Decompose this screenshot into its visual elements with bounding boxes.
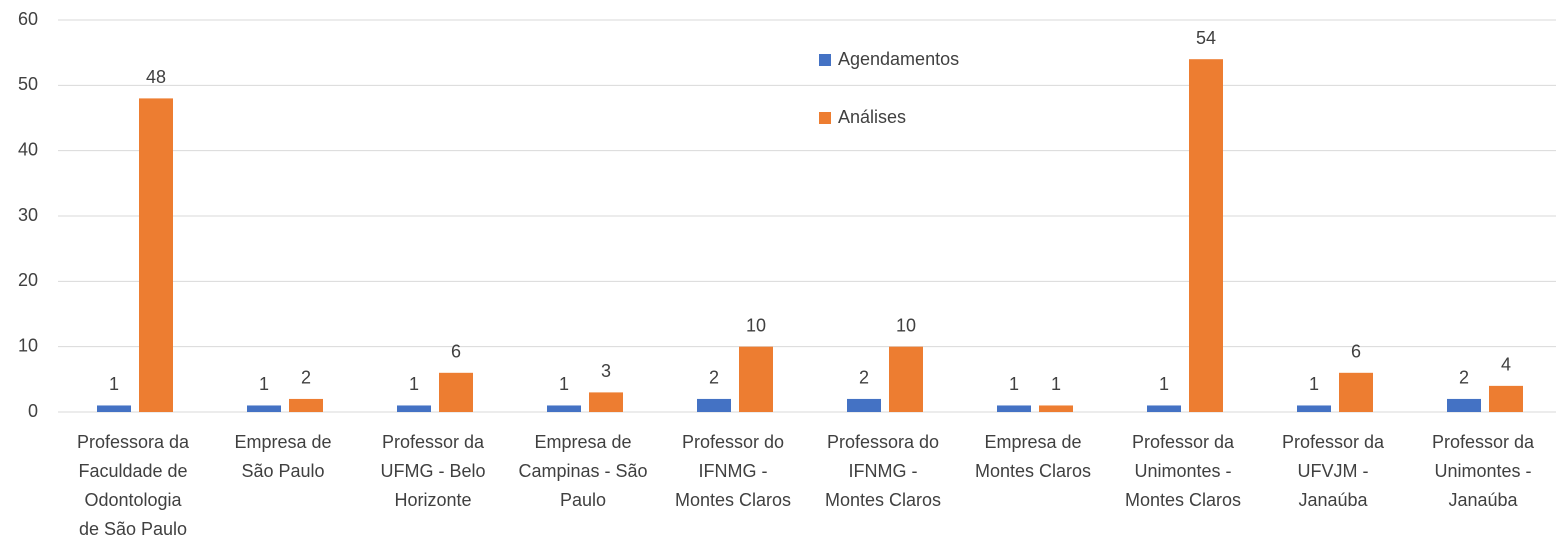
x-tick-label: Janaúba: [1298, 490, 1368, 510]
x-tick-label: Unimontes -: [1134, 461, 1231, 481]
y-tick-label: 50: [18, 74, 38, 94]
data-label: 1: [1051, 374, 1061, 394]
x-tick-label: Professor do: [682, 432, 784, 452]
legend-swatch: [819, 54, 831, 66]
x-tick-label: Professor da: [382, 432, 485, 452]
data-label: 1: [109, 374, 119, 394]
bar: [1447, 398, 1481, 412]
y-tick-label: 60: [18, 9, 38, 29]
x-tick-label: Odontologia: [84, 490, 182, 510]
x-tick-label: Montes Claros: [975, 461, 1091, 481]
bar: [1489, 385, 1523, 412]
data-label: 1: [559, 374, 569, 394]
y-tick-label: 30: [18, 205, 38, 225]
bar: [547, 405, 581, 412]
x-tick-label: Professor da: [1132, 432, 1235, 452]
bar: [1039, 405, 1073, 412]
x-tick-label: IFNMG -: [849, 461, 918, 481]
y-tick-label: 10: [18, 335, 38, 355]
x-tick-label: de São Paulo: [79, 519, 187, 539]
x-tick-label: Empresa de: [234, 432, 331, 452]
x-tick-label: Paulo: [560, 490, 606, 510]
bar: [1147, 405, 1181, 412]
data-label: 2: [301, 368, 311, 388]
bar: [697, 398, 731, 412]
bar: [847, 398, 881, 412]
data-label: 1: [1309, 374, 1319, 394]
data-label: 2: [1459, 368, 1469, 388]
data-label: 54: [1196, 28, 1216, 48]
x-tick-label: Faculdade de: [78, 461, 187, 481]
bar: [139, 98, 173, 413]
bar: [1297, 405, 1331, 412]
legend-label: Agendamentos: [838, 49, 959, 69]
x-tick-label: Empresa de: [984, 432, 1081, 452]
y-tick-label: 40: [18, 139, 38, 159]
data-label: 1: [1009, 374, 1019, 394]
x-tick-label: UFMG - Belo: [380, 461, 485, 481]
x-tick-label: Unimontes -: [1434, 461, 1531, 481]
data-label: 2: [709, 368, 719, 388]
x-tick-label: Campinas - São: [518, 461, 647, 481]
x-tick-label: Professora da: [77, 432, 190, 452]
bar: [247, 405, 281, 412]
data-label: 1: [259, 374, 269, 394]
data-label: 1: [409, 374, 419, 394]
bar: [739, 346, 773, 412]
data-label: 10: [896, 315, 916, 335]
bar: [439, 372, 473, 412]
y-tick-label: 20: [18, 270, 38, 290]
data-label: 10: [746, 315, 766, 335]
bar: [589, 392, 623, 412]
data-label: 6: [1351, 342, 1361, 362]
y-tick-label: 0: [28, 401, 38, 421]
x-tick-label: Janaúba: [1448, 490, 1518, 510]
bar: [289, 398, 323, 412]
x-tick-label: Horizonte: [394, 490, 471, 510]
x-tick-label: São Paulo: [241, 461, 324, 481]
legend-label: Análises: [838, 107, 906, 127]
data-label: 48: [146, 67, 166, 87]
bar: [97, 405, 131, 412]
bar: [997, 405, 1031, 412]
data-label: 1: [1159, 374, 1169, 394]
data-label: 2: [859, 368, 869, 388]
data-label: 3: [601, 361, 611, 381]
x-tick-label: Montes Claros: [825, 490, 941, 510]
x-tick-label: Empresa de: [534, 432, 631, 452]
data-label: 4: [1501, 355, 1511, 375]
bar: [889, 346, 923, 412]
legend-swatch: [819, 112, 831, 124]
bar: [1339, 372, 1373, 412]
data-label: 6: [451, 342, 461, 362]
x-tick-label: Professor da: [1432, 432, 1535, 452]
x-tick-label: Montes Claros: [675, 490, 791, 510]
bar: [397, 405, 431, 412]
x-tick-label: IFNMG -: [699, 461, 768, 481]
x-tick-label: Professora do: [827, 432, 939, 452]
x-tick-label: UFVJM -: [1298, 461, 1369, 481]
x-tick-label: Professor da: [1282, 432, 1385, 452]
x-tick-label: Montes Claros: [1125, 490, 1241, 510]
bar: [1189, 59, 1223, 412]
